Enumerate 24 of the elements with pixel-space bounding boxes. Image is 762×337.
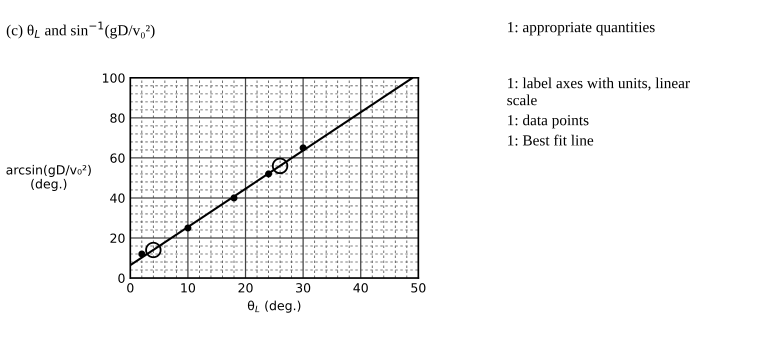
x-tick-label: 10: [181, 283, 196, 293]
point: [265, 170, 272, 178]
point: [300, 144, 307, 152]
y-tick-label: 0: [118, 273, 125, 283]
x-tick-label: 50: [411, 283, 426, 293]
text: 1: Best fit line: [508, 134, 594, 146]
point: [230, 194, 238, 202]
chart-title: (c) θ$_{L}$ and sin$^{−1}$(gD/v₀²): [6, 22, 155, 39]
x-tick-label: 20: [238, 283, 253, 293]
y-tick-label: 20: [110, 233, 125, 243]
point: [138, 250, 146, 258]
y-axis-title: arcsin(gD/v₀²) (deg.): [6, 164, 91, 191]
x-tick-label: 0: [127, 283, 134, 293]
point: [184, 224, 192, 232]
text: 1: data points: [508, 114, 588, 128]
y-tick-label: 40: [110, 193, 125, 203]
y-tick-label: 100: [102, 73, 125, 83]
text: 1: label axes with units, linear scale: [507, 78, 690, 106]
y-tick-label: 80: [110, 113, 125, 123]
text: 1: appropriate quantities: [508, 22, 655, 36]
x-tick-label: 30: [296, 283, 310, 293]
x-tick-label: 40: [353, 283, 368, 293]
y-tick-label: 60: [110, 153, 125, 163]
x-axis-title: θ$_{L}$ (deg.): [248, 300, 300, 313]
